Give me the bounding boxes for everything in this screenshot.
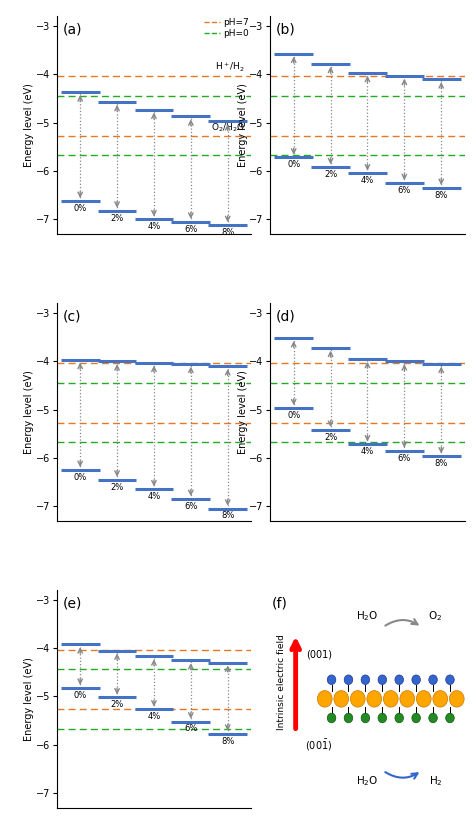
Text: 0%: 0%	[73, 204, 87, 213]
Text: H$^+$/H$_2$: H$^+$/H$_2$	[215, 61, 245, 74]
Text: 8%: 8%	[221, 228, 234, 237]
Circle shape	[350, 691, 365, 707]
Circle shape	[344, 675, 353, 685]
Text: 4%: 4%	[361, 447, 374, 456]
Text: (00$\bar{1}$): (00$\bar{1}$)	[305, 738, 333, 753]
Text: 4%: 4%	[147, 713, 161, 721]
Text: 2%: 2%	[110, 700, 124, 709]
Text: 4%: 4%	[361, 176, 374, 185]
Text: 8%: 8%	[221, 512, 234, 521]
Text: 8%: 8%	[221, 737, 234, 746]
Circle shape	[327, 675, 336, 685]
Circle shape	[395, 714, 403, 723]
Text: H$_2$O: H$_2$O	[356, 610, 379, 623]
Text: 2%: 2%	[110, 483, 124, 491]
Circle shape	[344, 714, 353, 723]
Text: 2%: 2%	[110, 213, 124, 222]
Y-axis label: Energy level (eV): Energy level (eV)	[24, 657, 34, 741]
Text: (a): (a)	[63, 23, 82, 37]
Circle shape	[334, 691, 349, 707]
Y-axis label: Energy level (eV): Energy level (eV)	[24, 370, 34, 454]
Circle shape	[416, 691, 431, 707]
Text: 0%: 0%	[73, 473, 87, 482]
Text: 0%: 0%	[287, 161, 301, 170]
Circle shape	[395, 675, 403, 685]
Text: O$_2$/H$_2$O: O$_2$/H$_2$O	[211, 121, 245, 133]
Circle shape	[412, 675, 420, 685]
Circle shape	[327, 714, 336, 723]
Text: (d): (d)	[276, 310, 296, 324]
Text: 0%: 0%	[287, 411, 301, 420]
Circle shape	[383, 691, 398, 707]
Text: 6%: 6%	[184, 502, 198, 511]
Text: (001): (001)	[306, 650, 332, 660]
Circle shape	[429, 675, 438, 685]
Circle shape	[429, 714, 438, 723]
Text: H$_2$O: H$_2$O	[356, 775, 379, 789]
Text: 6%: 6%	[184, 724, 198, 733]
Y-axis label: Energy level (eV): Energy level (eV)	[237, 370, 248, 454]
Text: 0%: 0%	[73, 691, 87, 700]
Circle shape	[361, 675, 370, 685]
Text: 2%: 2%	[324, 433, 337, 442]
Text: (e): (e)	[63, 597, 82, 611]
Circle shape	[449, 691, 464, 707]
Text: 6%: 6%	[398, 186, 411, 195]
Y-axis label: Energy level (eV): Energy level (eV)	[237, 83, 248, 167]
Circle shape	[446, 675, 454, 685]
Text: 6%: 6%	[398, 453, 411, 462]
Circle shape	[378, 675, 387, 685]
Circle shape	[361, 714, 370, 723]
Text: (b): (b)	[276, 23, 296, 37]
Text: 8%: 8%	[435, 459, 448, 468]
Circle shape	[378, 714, 387, 723]
Y-axis label: Energy level (eV): Energy level (eV)	[24, 83, 34, 167]
Legend: pH=7, pH=0: pH=7, pH=0	[203, 18, 249, 38]
Text: (f): (f)	[272, 597, 288, 611]
Circle shape	[367, 691, 382, 707]
Circle shape	[446, 714, 454, 723]
Text: 4%: 4%	[147, 492, 161, 501]
Text: Intrinsic electric field: Intrinsic electric field	[277, 634, 285, 731]
Circle shape	[318, 691, 332, 707]
Text: H$_2$: H$_2$	[428, 775, 442, 789]
Circle shape	[433, 691, 447, 707]
Circle shape	[412, 714, 420, 723]
Circle shape	[400, 691, 415, 707]
Text: 8%: 8%	[435, 191, 448, 199]
Text: 2%: 2%	[324, 170, 337, 179]
Text: 6%: 6%	[184, 225, 198, 234]
Text: 4%: 4%	[147, 222, 161, 232]
Text: O$_2$: O$_2$	[428, 610, 442, 623]
Text: (c): (c)	[63, 310, 81, 324]
